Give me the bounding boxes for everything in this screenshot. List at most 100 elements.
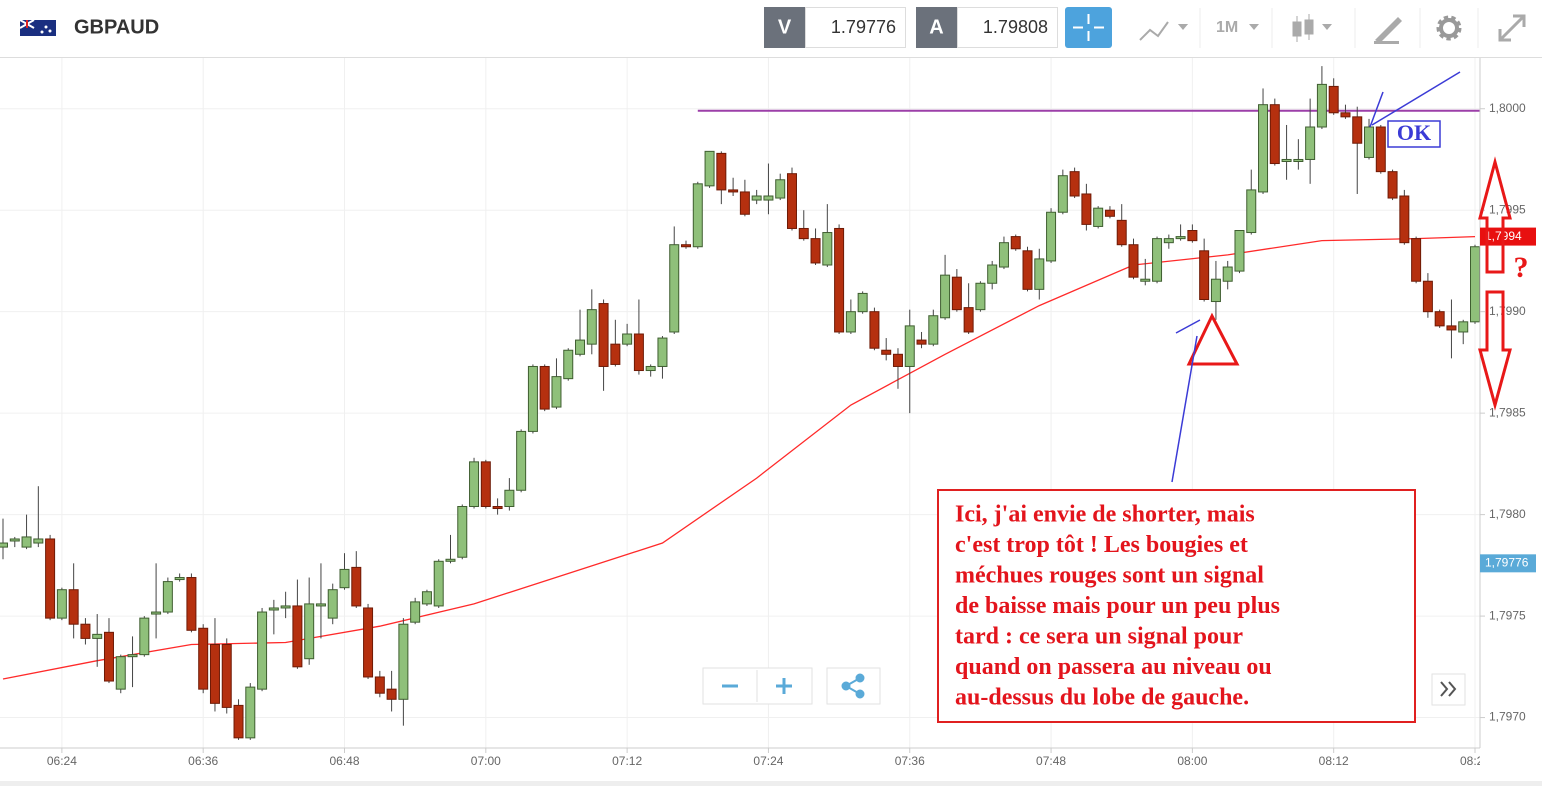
candle-body [304, 603, 315, 660]
grid [0, 58, 1480, 748]
candle-body [504, 489, 515, 508]
question-mark: ? [1514, 251, 1529, 284]
candle-body [1081, 193, 1092, 225]
candle-body [610, 343, 621, 365]
candle-body [881, 349, 892, 355]
candle-body [622, 333, 633, 345]
candle-body [1422, 280, 1433, 313]
candle-body [363, 607, 374, 678]
bid-badge[interactable] [764, 7, 805, 48]
candle-body [268, 607, 279, 611]
crosshair-button[interactable] [1065, 7, 1112, 48]
note-line: quand on passera au niveau ou [955, 654, 1272, 680]
y-tick-label: 1,7990 [1489, 304, 1526, 318]
candle-body [1128, 244, 1139, 278]
bottom-strip [0, 781, 1542, 786]
candle-body [704, 150, 715, 187]
y-tick-label: 1,7985 [1489, 405, 1526, 419]
scroll-right-icon [1440, 681, 1457, 697]
x-tick-label: 07:00 [471, 754, 501, 768]
candle-body [810, 238, 821, 264]
candle-body [1364, 126, 1375, 158]
y-tick-label: 1,7970 [1489, 710, 1526, 724]
candle-body [351, 566, 362, 607]
candle-body [445, 558, 456, 562]
candle-body [563, 349, 574, 380]
candle-body [339, 568, 350, 589]
candle-body [516, 430, 527, 491]
y-tick-label: 1,8000 [1489, 101, 1526, 115]
candle-body [904, 325, 915, 367]
candle-body [775, 179, 786, 199]
symbol: GBPAUD [74, 16, 159, 38]
ask-letter: A [929, 16, 943, 38]
annotation-arrow [1371, 71, 1461, 126]
candle-body [9, 538, 20, 542]
candle-body [751, 195, 762, 201]
candle-body [798, 227, 809, 240]
candle-body [1281, 158, 1292, 162]
note-line: Ici, j'ai envie de shorter, mais [955, 502, 1255, 528]
candle-body [1010, 236, 1021, 250]
candle-body [209, 644, 220, 704]
candle-body [492, 506, 503, 510]
candle-body [174, 577, 185, 581]
plot-area [0, 66, 1480, 740]
bid-letter: V [778, 16, 792, 38]
candle-body [103, 631, 114, 682]
price-label-box [1480, 227, 1536, 246]
candles-button[interactable] [1292, 14, 1332, 42]
annotation-line [1175, 319, 1201, 334]
candle-body [139, 617, 150, 656]
share-box[interactable] [826, 667, 881, 705]
ok-label: OK [1397, 120, 1431, 145]
annotations: OK ? Ici, j'ai envie de shorter, mais c'e… [937, 71, 1529, 723]
zoom-in[interactable] [776, 678, 792, 694]
candle-body [1140, 278, 1151, 282]
candle-body [115, 656, 126, 690]
candle-body [822, 232, 833, 266]
candle-body [681, 244, 692, 248]
candle-body [598, 303, 609, 367]
candle-body [975, 282, 986, 311]
ask-badge[interactable] [916, 7, 957, 48]
candle-body [45, 538, 56, 619]
crosshair-icon [1073, 14, 1104, 41]
zoom-controls [702, 667, 1466, 706]
bid-box[interactable] [805, 7, 906, 48]
price-label-box [1480, 554, 1536, 573]
candle-body [1399, 195, 1410, 244]
ask-box[interactable] [957, 7, 1058, 48]
draw-button[interactable] [1374, 17, 1402, 44]
price-label: 1,79776 [1485, 555, 1529, 569]
candle-body [433, 560, 444, 607]
x-tick-label: 08:12 [1319, 754, 1349, 768]
chart-type-button[interactable] [1139, 21, 1188, 41]
y-tick-label: 1,7975 [1489, 608, 1526, 622]
bid-price: 1.79776 [831, 17, 896, 37]
annotation-triangle [1186, 312, 1240, 366]
x-tick-label: 08:24 [1460, 754, 1490, 768]
candle-body [386, 688, 397, 700]
candle-body [1316, 83, 1327, 128]
timeframe[interactable]: 1M [1216, 19, 1238, 36]
fullscreen-button[interactable] [1498, 14, 1526, 42]
candle-body [410, 601, 421, 623]
note-line: au-dessus du lobe de gauche. [955, 685, 1249, 711]
note-line: méchues rouges sont un signal [955, 563, 1264, 589]
candle-body [1163, 238, 1174, 244]
candle-body [1104, 209, 1115, 217]
candle-body [1234, 230, 1245, 272]
candle-body [1116, 219, 1127, 246]
candle-body [1022, 250, 1033, 290]
annotation-line [1171, 335, 1198, 483]
candle-body [21, 536, 32, 548]
annotation-arrow [1369, 91, 1384, 128]
candle-body [421, 591, 432, 605]
candle-body [1057, 175, 1068, 213]
settings-button[interactable] [1436, 15, 1462, 41]
candle-body [0, 542, 8, 548]
candle-body [1328, 85, 1339, 114]
scroll-right-box[interactable] [1431, 673, 1466, 706]
